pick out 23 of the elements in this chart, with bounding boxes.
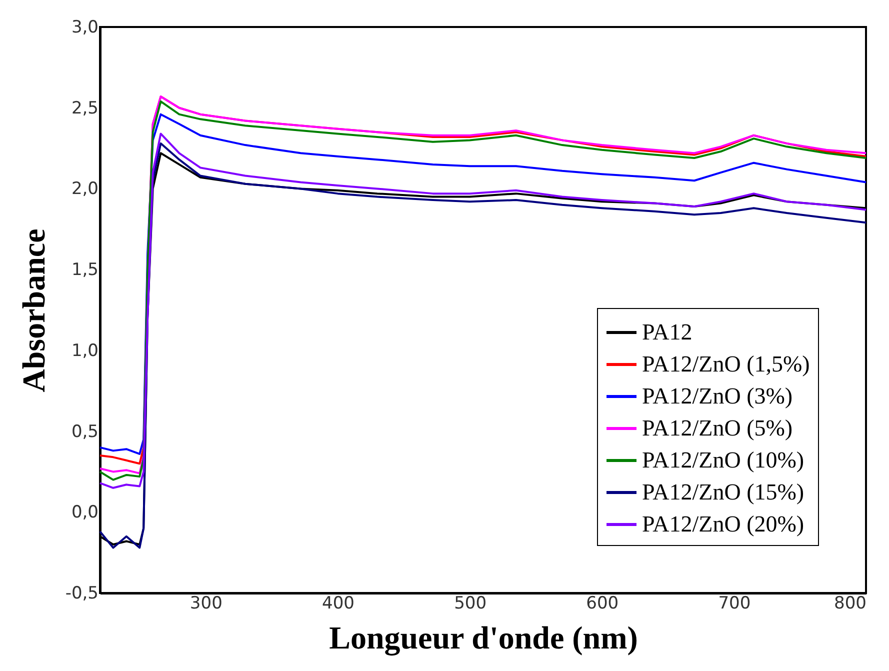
y-tick-label: -0,5 — [65, 584, 98, 604]
x-tick-label: 300 — [190, 594, 222, 614]
legend-label: PA12/ZnO (1,5%) — [642, 352, 810, 376]
y-tick-label: 3,0 — [71, 18, 98, 38]
legend-label: PA12 — [642, 320, 692, 344]
x-tick-label: 700 — [718, 594, 751, 614]
y-tick-label: 2,0 — [71, 179, 98, 200]
legend-label: PA12/ZnO (15%) — [642, 480, 804, 504]
y-tick-label: 0,5 — [71, 422, 98, 442]
legend-label: PA12/ZnO (20%) — [642, 512, 804, 536]
y-axis-title: Absorbance — [15, 228, 52, 392]
x-tick-label: 400 — [322, 594, 354, 614]
y-tick-label: 0,0 — [71, 502, 98, 523]
y-tick-label: 1,0 — [71, 340, 98, 361]
y-tick-label: 2,5 — [71, 98, 98, 118]
x-tick-label: 600 — [586, 594, 619, 614]
y-tick-label: 1,5 — [71, 260, 98, 280]
x-tick-label: 800 — [834, 594, 866, 614]
x-axis-title: Longueur d'onde (nm) — [329, 620, 638, 656]
legend-label: PA12/ZnO (3%) — [642, 384, 793, 408]
x-tick-label: 500 — [454, 594, 487, 614]
legend-label: PA12/ZnO (10%) — [642, 448, 804, 472]
legend-label: PA12/ZnO (5%) — [642, 416, 793, 440]
